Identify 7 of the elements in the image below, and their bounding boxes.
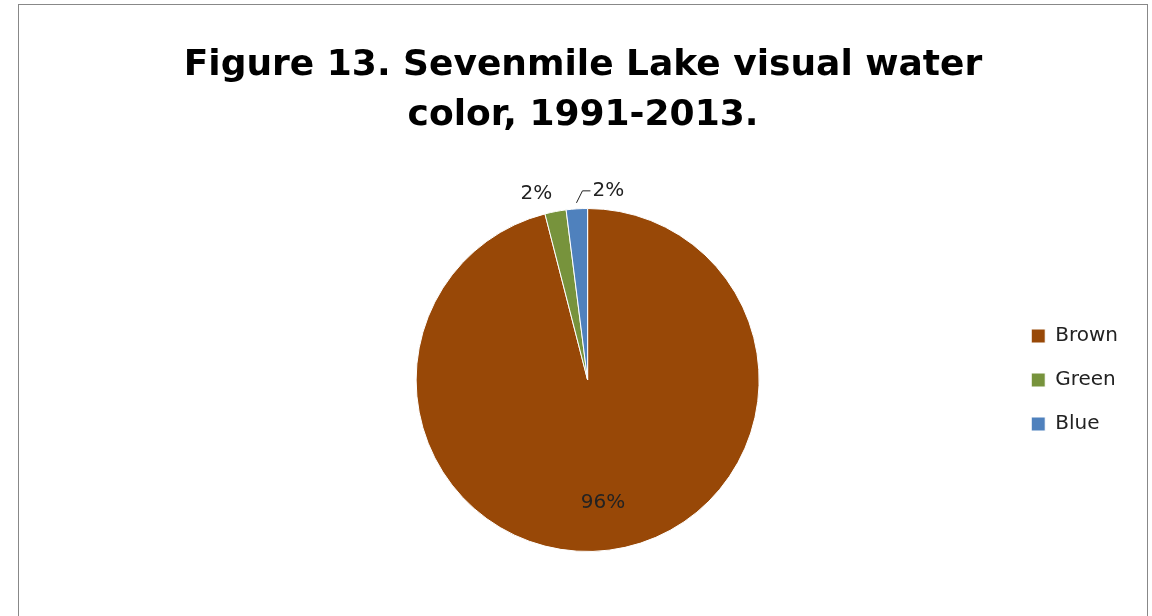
chart-title: Figure 13. Sevenmile Lake visual water color, 1991-2013. [182,41,984,135]
legend-label: Brown [1055,322,1119,347]
data-label: 96% [580,488,626,513]
legend-label: Green [1055,366,1116,391]
data-label: 2% [592,177,625,202]
legend-label: Blue [1055,410,1100,435]
data-label: 2% [520,179,553,204]
